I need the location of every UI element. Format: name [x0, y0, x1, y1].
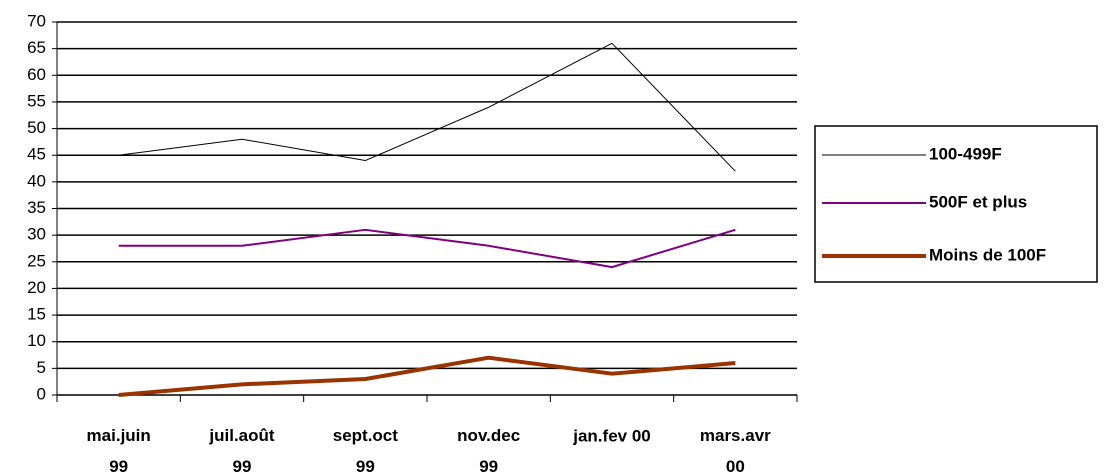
series-line — [118, 228, 736, 269]
x-tick-label: juil.août 99 — [208, 426, 275, 476]
y-tick-label: 20 — [27, 278, 46, 297]
legend-label: 500F et plus — [929, 192, 1027, 211]
y-tick-label: 0 — [37, 384, 46, 403]
y-tick-label: 55 — [27, 91, 46, 110]
x-tick-label: jan.fev 00 — [572, 426, 651, 445]
y-tick-label: 10 — [27, 331, 46, 350]
y-tick-label: 60 — [27, 65, 46, 84]
series-line — [118, 42, 736, 172]
x-tick-label: mars.avr 00 — [700, 426, 771, 476]
y-tick-label: 25 — [27, 251, 46, 270]
y-tick-label: 70 — [27, 11, 46, 30]
y-tick-label: 45 — [27, 145, 46, 164]
legend-label: 100-499F — [929, 144, 1002, 163]
y-tick-label: 35 — [27, 198, 46, 217]
legend-label: Moins de 100F — [929, 245, 1046, 264]
y-tick-label: 5 — [37, 358, 46, 377]
y-tick-label: 15 — [27, 305, 46, 324]
y-tick-label: 50 — [27, 118, 46, 137]
x-tick-label: sept.oct 99 — [333, 426, 399, 476]
series-line — [118, 355, 736, 397]
y-tick-label: 30 — [27, 225, 46, 244]
y-tick-label: 40 — [27, 171, 46, 190]
x-tick-label: mai.juin 99 — [87, 426, 151, 476]
x-tick-label: nov.dec 99 — [457, 426, 520, 476]
y-tick-label: 65 — [27, 38, 46, 57]
